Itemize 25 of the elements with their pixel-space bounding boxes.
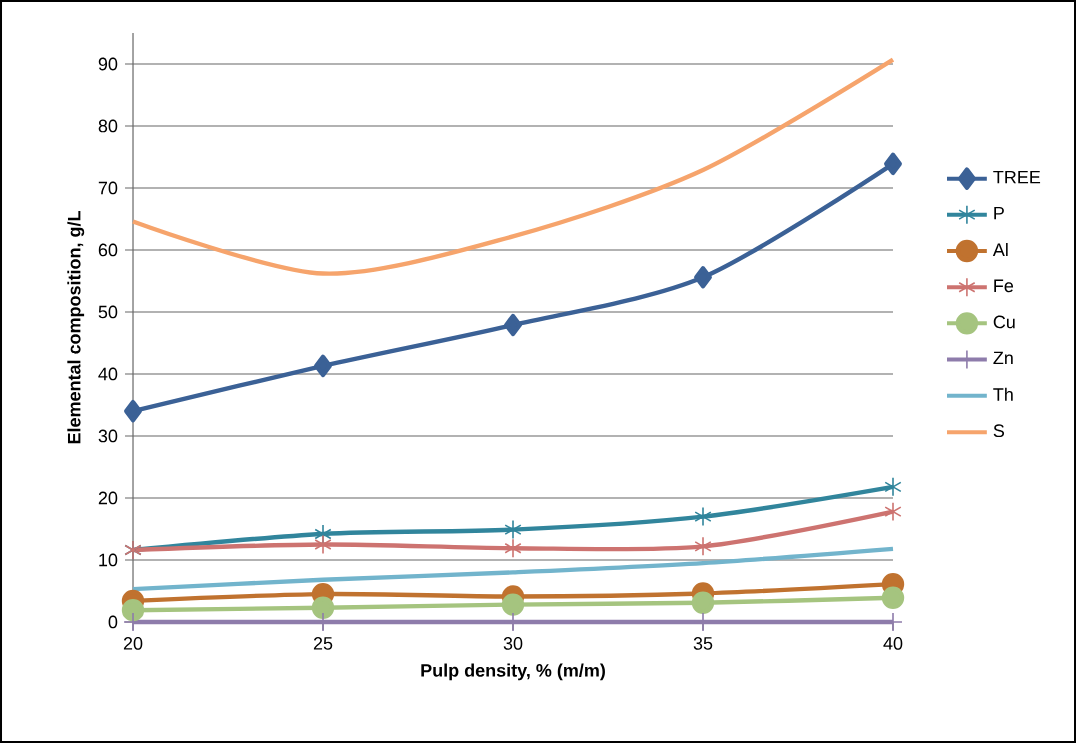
x-tick-label: 25 <box>313 637 333 650</box>
x-tick-label: 40 <box>883 637 903 650</box>
y-tick-label: 50 <box>98 305 118 319</box>
y-tick-label: 60 <box>98 243 118 257</box>
legend-label: Cu <box>993 315 1015 329</box>
y-tick-label: 0 <box>108 615 118 629</box>
y-tick-label: 30 <box>98 429 118 443</box>
legend-label: TREE <box>993 170 1041 184</box>
legend-label: P <box>994 206 1004 220</box>
x-tick-label: 35 <box>693 637 713 650</box>
y-axis-title: Elemental composition, g/L <box>67 211 85 444</box>
y-tick-label: 40 <box>98 367 118 381</box>
y-tick-label: 10 <box>99 553 118 567</box>
y-tick-label: 90 <box>98 57 118 71</box>
legend-label: Th <box>993 387 1013 401</box>
y-tick-label: 70 <box>98 181 118 195</box>
y-tick-label: 80 <box>98 119 118 133</box>
y-tick-label: 20 <box>98 491 118 505</box>
legend-label: S <box>993 424 1005 438</box>
x-axis-title: Pulp density, % (m/m) <box>421 663 605 681</box>
legend-label: Zn <box>993 351 1013 365</box>
legend-label: Al <box>992 242 1008 256</box>
legend-label: Fe <box>994 279 1014 293</box>
x-tick-label: 30 <box>503 637 523 650</box>
x-tick-label: 20 <box>123 637 143 650</box>
